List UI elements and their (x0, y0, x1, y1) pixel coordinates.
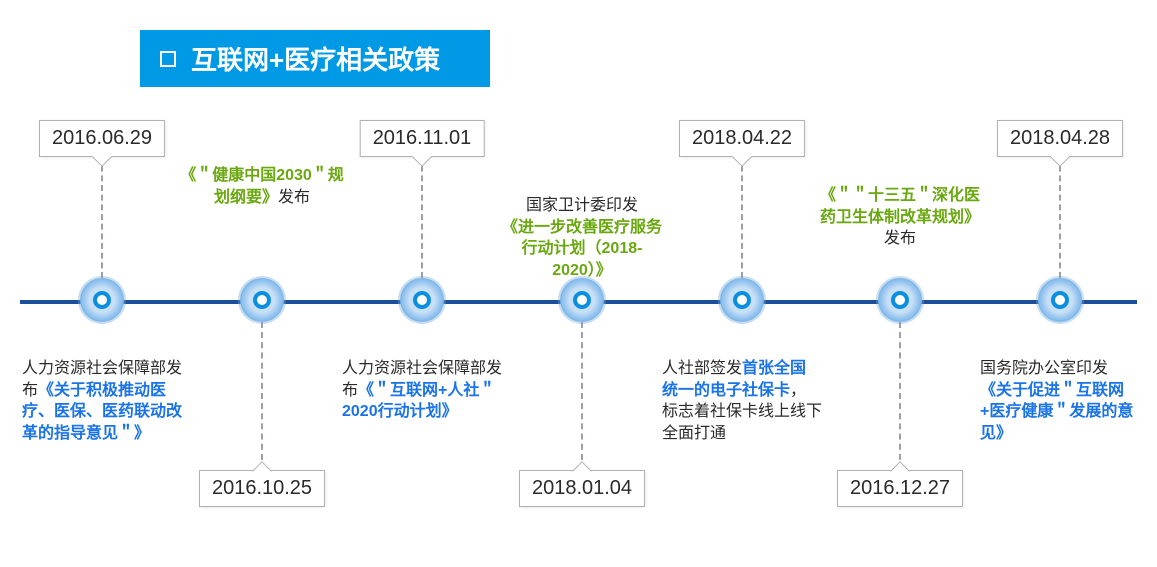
mid-pre: 国家卫计委印发 (526, 197, 638, 214)
desc-pre: 国务院办公室印发 (980, 360, 1108, 377)
title-bullet-icon (160, 51, 176, 67)
event-description: 人力资源社会保障部发布《＂互联网+人社＂2020行动计划》 (342, 358, 502, 423)
timeline-node (80, 278, 124, 322)
timeline-node (560, 278, 604, 322)
connector-line (261, 322, 263, 470)
timeline-node (720, 278, 764, 322)
event-mid-description: 《＂＂十三五＂深化医药卫生体制改革规划》发布 (815, 185, 985, 250)
mid-highlight: 《＂健康中国2030＂规划纲要》 (180, 167, 344, 206)
timeline-node (240, 278, 284, 322)
connector-line (899, 322, 901, 470)
connector-line (741, 156, 743, 278)
page-title: 互联网+医疗相关政策 (191, 40, 440, 77)
connector-line (421, 156, 423, 278)
timeline-node (878, 278, 922, 322)
event-description: 人社部签发首张全国统一的电子社保卡，标志着社保卡线上线下全面打通 (662, 358, 822, 444)
desc-pre: 人社部签发 (662, 360, 742, 377)
timeline-node (1038, 278, 1082, 322)
event-mid-description: 国家卫计委印发《进一步改善医疗服务行动计划（2018-2020）》 (497, 195, 667, 281)
title-bar: 互联网+医疗相关政策 (140, 30, 490, 87)
connector-line (1059, 156, 1061, 278)
mid-post: 发布 (278, 189, 310, 206)
mid-highlight: 《＂＂十三五＂深化医药卫生体制改革规划》 (820, 187, 980, 226)
event-mid-description: 《＂健康中国2030＂规划纲要》发布 (177, 165, 347, 208)
desc-highlight: 《＂互联网+人社＂2020行动计划》 (342, 382, 495, 421)
desc-highlight: 《关于积极推动医疗、医保、医药联动改革的指导意见＂》 (22, 382, 182, 442)
desc-highlight: 《关于促进＂互联网+医疗健康＂发展的意见》 (980, 382, 1133, 442)
event-description: 国务院办公室印发《关于促进＂互联网+医疗健康＂发展的意见》 (980, 358, 1140, 444)
mid-post: 发布 (884, 230, 916, 247)
mid-highlight: 《进一步改善医疗服务行动计划（2018-2020）》 (502, 219, 662, 279)
event-description: 人力资源社会保障部发布《关于积极推动医疗、医保、医药联动改革的指导意见＂》 (22, 358, 182, 444)
timeline-node (400, 278, 444, 322)
connector-line (581, 322, 583, 470)
connector-line (101, 156, 103, 278)
